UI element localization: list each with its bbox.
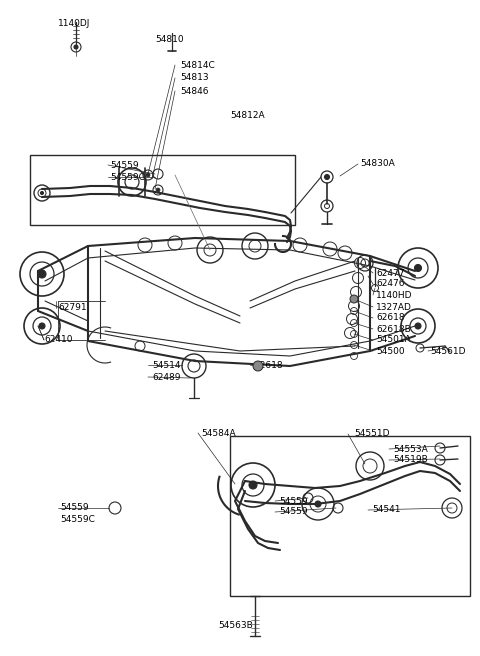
Circle shape xyxy=(253,361,263,371)
Text: 1140DJ: 1140DJ xyxy=(58,20,90,28)
Text: 1140HD: 1140HD xyxy=(376,291,412,300)
Text: 54559C: 54559C xyxy=(60,514,95,523)
Text: 54541: 54541 xyxy=(372,506,400,514)
Text: 54561D: 54561D xyxy=(430,346,466,356)
Text: 62476: 62476 xyxy=(376,279,405,289)
Text: 54559: 54559 xyxy=(110,161,139,169)
Text: 54810: 54810 xyxy=(155,35,184,43)
Text: 62477: 62477 xyxy=(376,268,405,277)
Text: 62618: 62618 xyxy=(254,361,283,369)
Text: 54501A: 54501A xyxy=(376,335,411,344)
Circle shape xyxy=(38,270,46,278)
Text: 54559: 54559 xyxy=(279,497,308,506)
Text: 54830A: 54830A xyxy=(360,159,395,169)
Circle shape xyxy=(415,323,421,329)
Text: 62618: 62618 xyxy=(376,314,405,323)
Text: 62618B: 62618B xyxy=(376,325,411,333)
Text: 62791: 62791 xyxy=(58,304,86,312)
Text: 54846: 54846 xyxy=(180,87,208,96)
Text: 54559C: 54559C xyxy=(110,173,145,182)
Text: 54559: 54559 xyxy=(279,508,308,516)
Text: 62410: 62410 xyxy=(44,335,72,344)
Text: 54584A: 54584A xyxy=(201,428,236,438)
Text: 54514: 54514 xyxy=(152,361,180,369)
Text: 54559: 54559 xyxy=(60,504,89,512)
Bar xyxy=(230,436,470,596)
Text: 54814C: 54814C xyxy=(180,60,215,70)
Circle shape xyxy=(146,173,150,177)
Circle shape xyxy=(74,45,78,49)
Circle shape xyxy=(324,174,329,180)
Circle shape xyxy=(249,481,257,489)
Circle shape xyxy=(40,192,44,194)
Bar xyxy=(30,155,295,225)
Text: 62489: 62489 xyxy=(152,373,180,382)
Text: 54813: 54813 xyxy=(180,73,209,83)
Circle shape xyxy=(415,264,421,272)
Text: 54551D: 54551D xyxy=(354,430,389,438)
Circle shape xyxy=(39,323,45,329)
Text: 54812A: 54812A xyxy=(230,112,264,121)
Circle shape xyxy=(350,295,358,303)
Circle shape xyxy=(315,501,321,507)
Text: 54563B: 54563B xyxy=(218,621,253,630)
Text: 1327AD: 1327AD xyxy=(376,302,412,312)
Text: 54519B: 54519B xyxy=(393,455,428,464)
Circle shape xyxy=(156,188,160,192)
Text: 54553A: 54553A xyxy=(393,445,428,453)
Text: 54500: 54500 xyxy=(376,346,405,356)
